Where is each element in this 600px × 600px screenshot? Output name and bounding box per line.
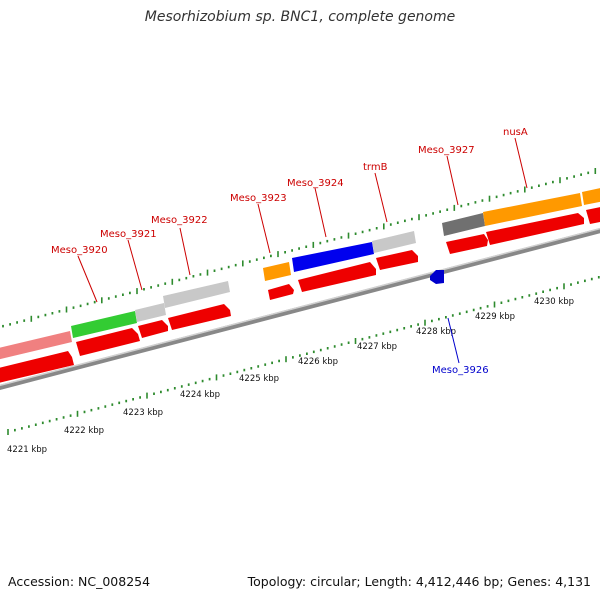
cds-arrow[interactable] [586,205,600,224]
gene-feature-blue-small[interactable] [430,270,444,284]
gene-label-meso-3921[interactable]: Meso_3921 [100,229,157,240]
gene-feature-orange[interactable] [582,186,600,205]
feature-track [0,186,600,361]
kbp-label: 4224 kbp [180,390,220,400]
kbp-label: 4226 kbp [298,357,338,367]
gene-feature-grey[interactable] [135,303,166,322]
gene-label-meso-3923[interactable]: Meso_3923 [230,193,287,204]
kbp-scale: 4221 kbp 4222 kbp 4223 kbp 4224 kbp 4225… [7,297,574,455]
kbp-label: 4222 kbp [64,426,104,436]
gene-feature-darkgrey[interactable] [442,213,485,236]
cds-arrow[interactable] [76,328,140,356]
gene-labels: Meso_3920 Meso_3921 Meso_3922 Meso_3923 … [51,127,528,376]
genome-backbone [0,227,600,390]
gene-label-meso-3920[interactable]: Meso_3920 [51,245,108,256]
cds-arrow[interactable] [138,320,168,338]
kbp-label: 4223 kbp [123,408,163,418]
gene-feature-grey[interactable] [372,231,416,253]
cds-arrow[interactable] [446,234,488,254]
gene-label-meso-3926[interactable]: Meso_3926 [432,365,489,376]
map-title: Mesorhizobium sp. BNC1, complete genome [144,9,456,25]
kbp-label: 4227 kbp [357,342,397,352]
label-leaders [77,137,528,364]
gene-feature-orange[interactable] [483,193,582,226]
gene-label-nusa[interactable]: nusA [503,127,528,138]
cds-arrow[interactable] [0,351,74,384]
kbp-label: 4228 kbp [416,327,456,337]
tick-track-top [2,168,597,328]
kbp-label: 4230 kbp [534,297,574,307]
gene-label-meso-3924[interactable]: Meso_3924 [287,178,344,189]
cds-arrow[interactable] [298,262,376,292]
gene-feature-green[interactable] [71,311,137,338]
gene-label-trmb[interactable]: trmB [363,162,388,173]
kbp-label: 4229 kbp [475,312,515,322]
genome-summary: Topology: circular; Length: 4,412,446 bp… [247,574,591,589]
cds-arrow[interactable] [486,213,584,245]
tick-track-bottom [7,276,600,435]
kbp-label: 4221 kbp [7,445,47,455]
accession-label: Accession: NC_008254 [8,574,151,589]
cds-arrow[interactable] [168,304,231,330]
gene-feature-orange[interactable] [263,262,291,281]
gene-feature-blue[interactable] [292,242,374,272]
gene-feature-grey[interactable] [163,281,230,308]
kbp-label: 4225 kbp [239,374,279,384]
gene-feature-pink[interactable] [0,331,72,361]
cds-arrow[interactable] [376,250,418,270]
cds-track [0,205,600,384]
gene-label-meso-3922[interactable]: Meso_3922 [151,215,208,226]
cds-arrow[interactable] [268,284,294,300]
gene-label-meso-3927[interactable]: Meso_3927 [418,145,475,156]
